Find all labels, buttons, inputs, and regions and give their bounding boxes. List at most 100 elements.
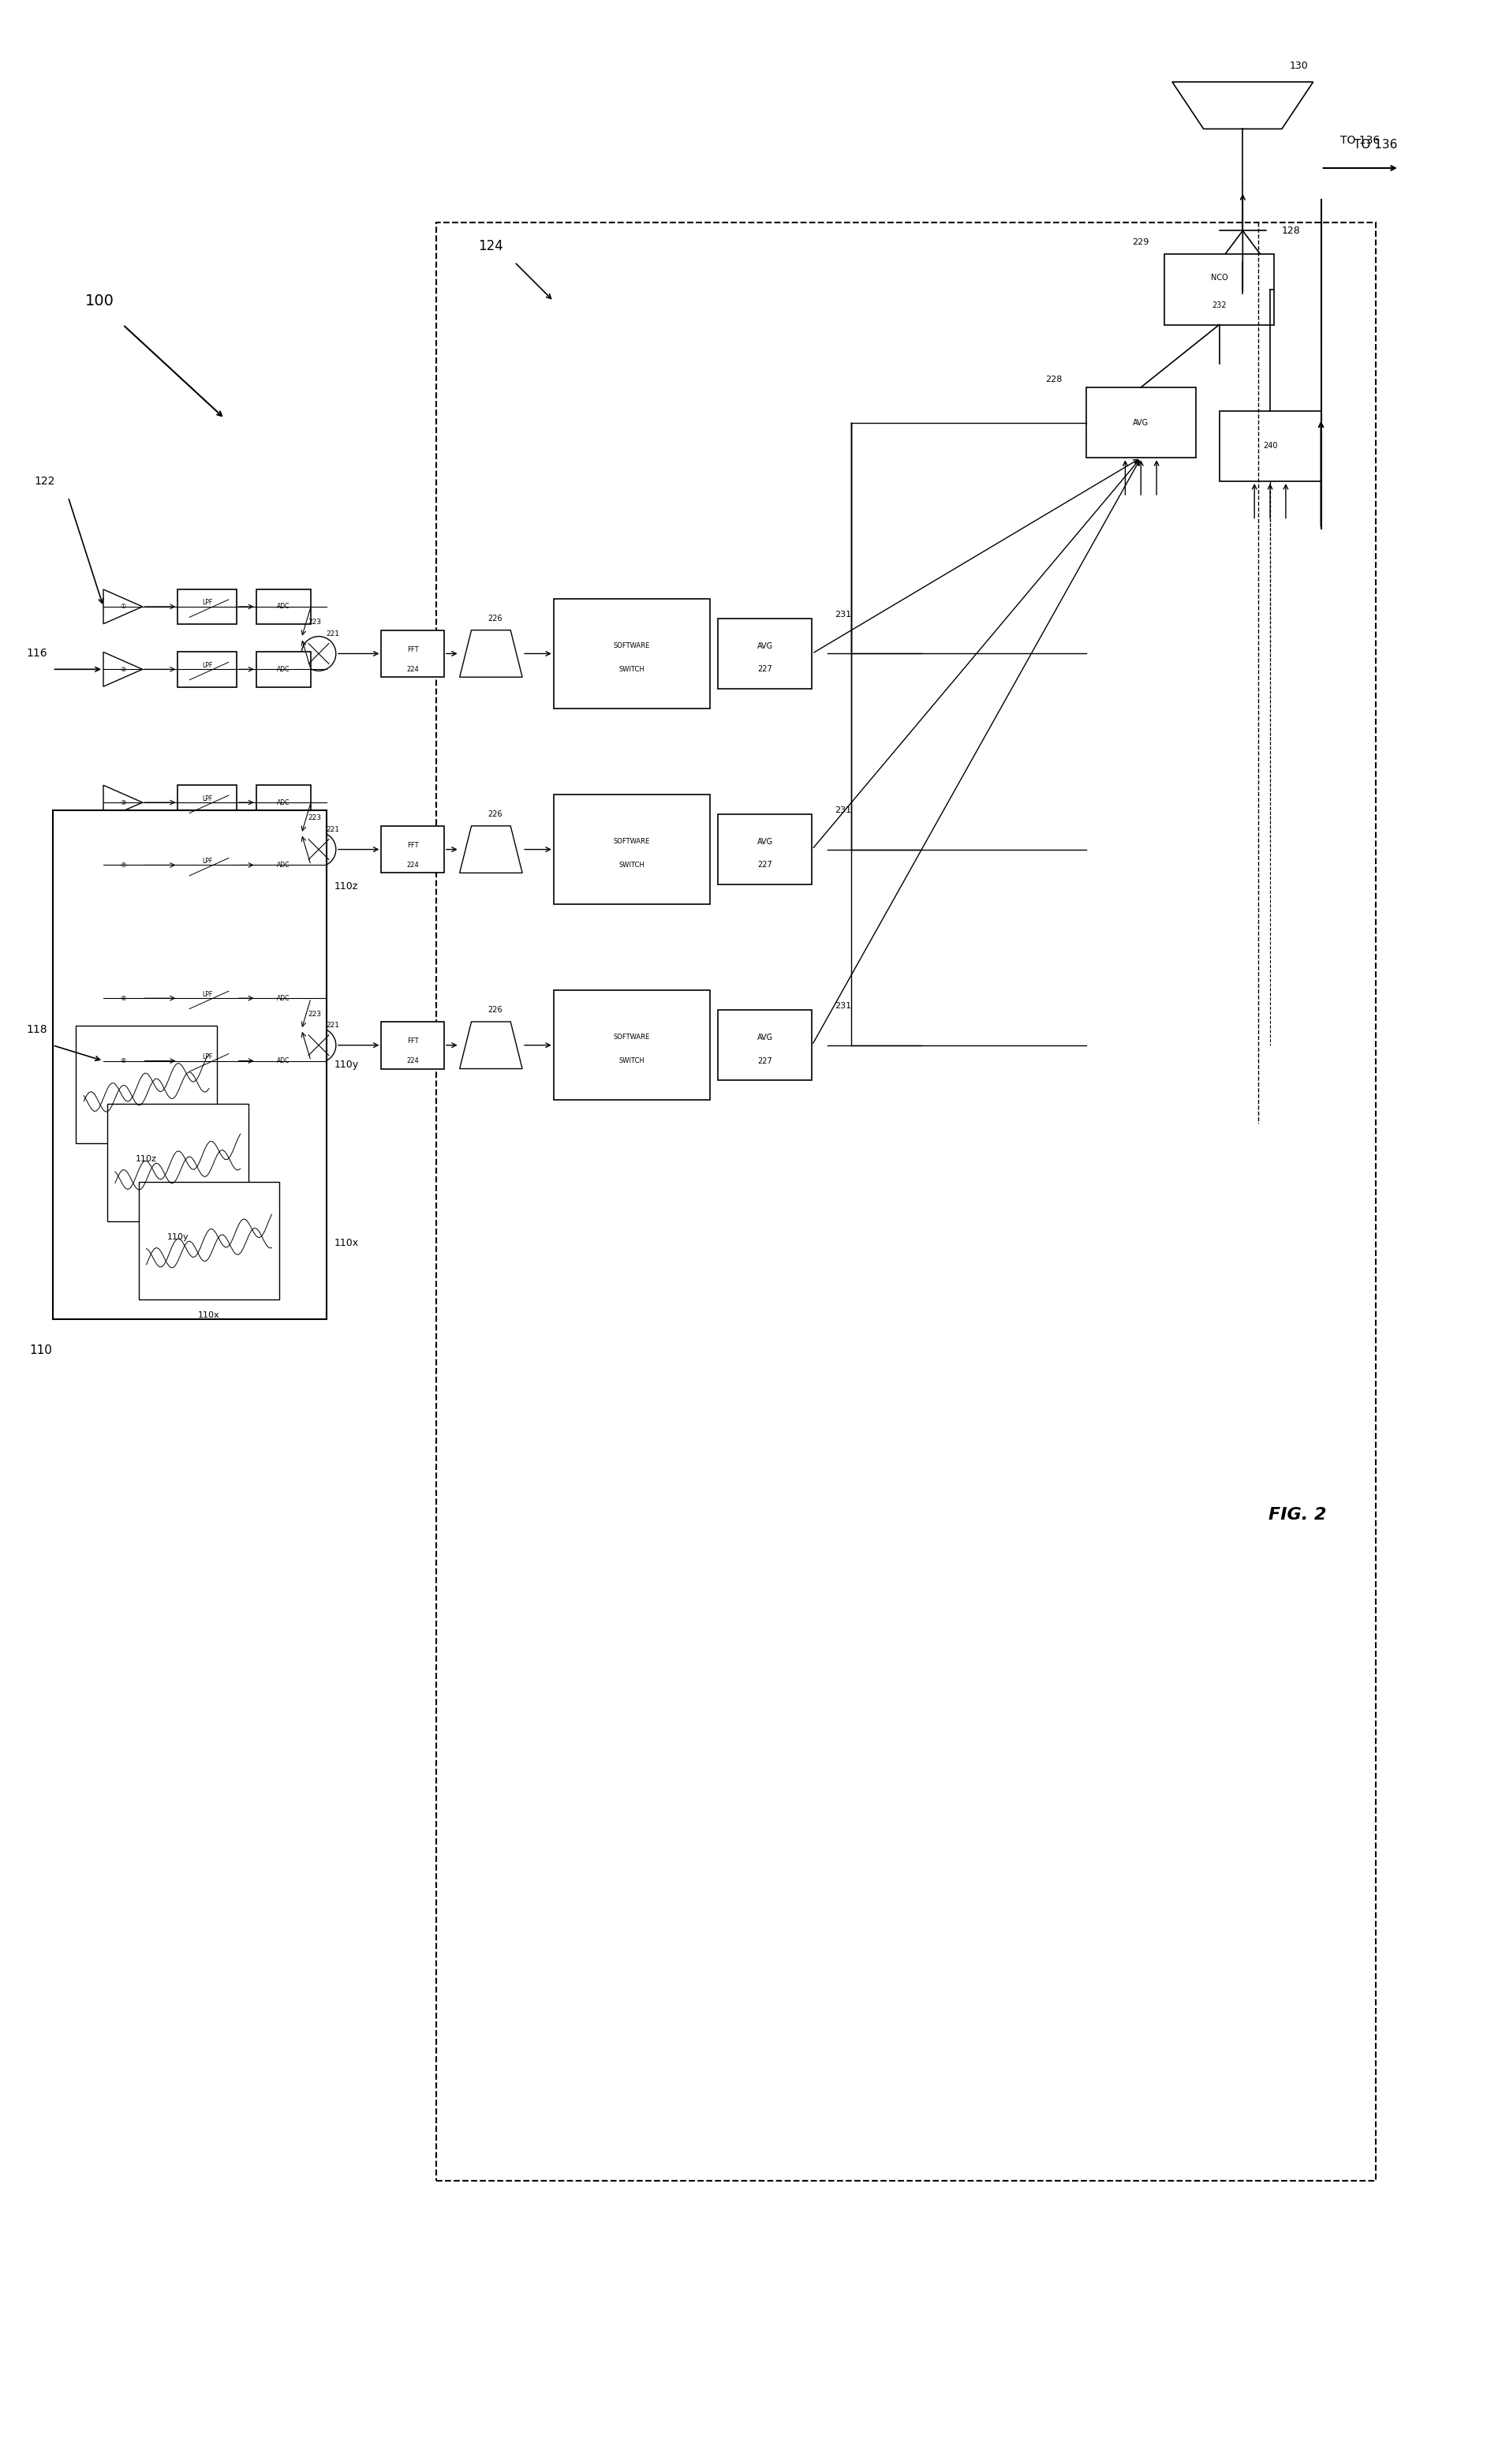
- Bar: [178, 589, 236, 623]
- Text: FFT: FFT: [407, 1037, 418, 1045]
- Text: SWITCH: SWITCH: [619, 665, 645, 673]
- Bar: [178, 848, 236, 882]
- Bar: [178, 786, 236, 821]
- Text: 223: 223: [308, 618, 321, 626]
- Bar: [436, 222, 1375, 2181]
- Text: SOFTWARE: SOFTWARE: [614, 838, 650, 845]
- Text: TO 136: TO 136: [1340, 136, 1380, 145]
- Text: ADC: ADC: [277, 1057, 290, 1064]
- Text: 221: 221: [326, 1023, 339, 1030]
- Text: FFT: FFT: [407, 646, 418, 653]
- Text: ⑥: ⑥: [120, 1057, 126, 1064]
- Text: LPF: LPF: [202, 991, 213, 998]
- Text: 223: 223: [308, 1010, 321, 1018]
- Polygon shape: [104, 589, 143, 623]
- Text: LPF: LPF: [202, 857, 213, 865]
- Bar: [718, 1010, 812, 1079]
- Text: LPF: LPF: [202, 796, 213, 803]
- Bar: [52, 811, 327, 1318]
- Text: ADC: ADC: [277, 604, 290, 611]
- Bar: [553, 991, 711, 1099]
- Text: ADC: ADC: [277, 798, 290, 806]
- Bar: [178, 1042, 236, 1079]
- Bar: [718, 618, 812, 690]
- Text: 223: 223: [308, 816, 321, 821]
- Polygon shape: [104, 848, 143, 882]
- Bar: [107, 1104, 248, 1222]
- Text: 229: 229: [1132, 239, 1149, 246]
- Text: 122: 122: [34, 476, 55, 488]
- Polygon shape: [1172, 81, 1313, 128]
- Bar: [1219, 411, 1320, 480]
- Text: ⑤: ⑤: [120, 995, 126, 1003]
- Text: 110x: 110x: [198, 1311, 220, 1318]
- Text: 232: 232: [1212, 301, 1227, 308]
- Text: AVG: AVG: [757, 1032, 773, 1042]
- Text: ④: ④: [120, 862, 126, 870]
- Text: TO 136: TO 136: [1355, 138, 1398, 150]
- Text: 128: 128: [1282, 227, 1301, 237]
- Text: AVG: AVG: [757, 641, 773, 650]
- Text: 110z: 110z: [335, 882, 358, 892]
- Bar: [256, 1042, 311, 1079]
- Polygon shape: [459, 1023, 522, 1069]
- Polygon shape: [459, 631, 522, 678]
- Bar: [256, 848, 311, 882]
- Text: AVG: AVG: [757, 838, 773, 845]
- Circle shape: [302, 1027, 336, 1062]
- Text: 110y: 110y: [335, 1060, 358, 1069]
- Text: SOFTWARE: SOFTWARE: [614, 1035, 650, 1040]
- Text: LPF: LPF: [202, 663, 213, 668]
- Text: 124: 124: [479, 239, 504, 254]
- Bar: [256, 650, 311, 687]
- Text: 226: 226: [488, 614, 503, 623]
- Bar: [178, 981, 236, 1015]
- Bar: [381, 1023, 445, 1069]
- Text: 240: 240: [1262, 441, 1277, 451]
- Text: 221: 221: [326, 631, 339, 638]
- Text: 110y: 110y: [167, 1232, 189, 1242]
- Text: 226: 226: [488, 811, 503, 818]
- Bar: [553, 793, 711, 904]
- Text: ADC: ADC: [277, 995, 290, 1003]
- Bar: [256, 589, 311, 623]
- Text: 228: 228: [1045, 375, 1063, 384]
- Text: AVG: AVG: [1133, 419, 1149, 426]
- Polygon shape: [104, 1045, 143, 1079]
- Bar: [138, 1183, 280, 1299]
- Text: 224: 224: [406, 862, 419, 870]
- Text: 227: 227: [758, 665, 772, 673]
- Circle shape: [302, 636, 336, 670]
- Text: SWITCH: SWITCH: [619, 862, 645, 870]
- Text: 227: 227: [758, 860, 772, 870]
- Polygon shape: [104, 981, 143, 1015]
- Text: SWITCH: SWITCH: [619, 1057, 645, 1064]
- Bar: [256, 981, 311, 1015]
- Bar: [381, 825, 445, 872]
- Text: FIG. 2: FIG. 2: [1268, 1508, 1326, 1523]
- Text: ADC: ADC: [277, 862, 290, 870]
- Text: 221: 221: [326, 825, 339, 833]
- Polygon shape: [1219, 232, 1267, 261]
- Bar: [381, 631, 445, 678]
- Bar: [718, 813, 812, 885]
- Text: 226: 226: [488, 1005, 503, 1013]
- Bar: [553, 599, 711, 710]
- Text: ②: ②: [120, 665, 126, 673]
- Text: 224: 224: [406, 1057, 419, 1064]
- Text: 227: 227: [758, 1057, 772, 1064]
- Bar: [256, 786, 311, 821]
- Text: SOFTWARE: SOFTWARE: [614, 643, 650, 650]
- Text: ③: ③: [120, 798, 126, 806]
- Polygon shape: [104, 786, 143, 821]
- Text: NCO: NCO: [1210, 274, 1228, 281]
- Text: ①: ①: [120, 604, 126, 611]
- Circle shape: [302, 833, 336, 867]
- Text: 231: 231: [836, 806, 852, 813]
- Text: 110x: 110x: [335, 1237, 358, 1249]
- Text: 231: 231: [836, 611, 852, 618]
- Bar: [1164, 254, 1274, 325]
- Text: 110: 110: [30, 1345, 52, 1358]
- Polygon shape: [459, 825, 522, 872]
- Bar: [178, 650, 236, 687]
